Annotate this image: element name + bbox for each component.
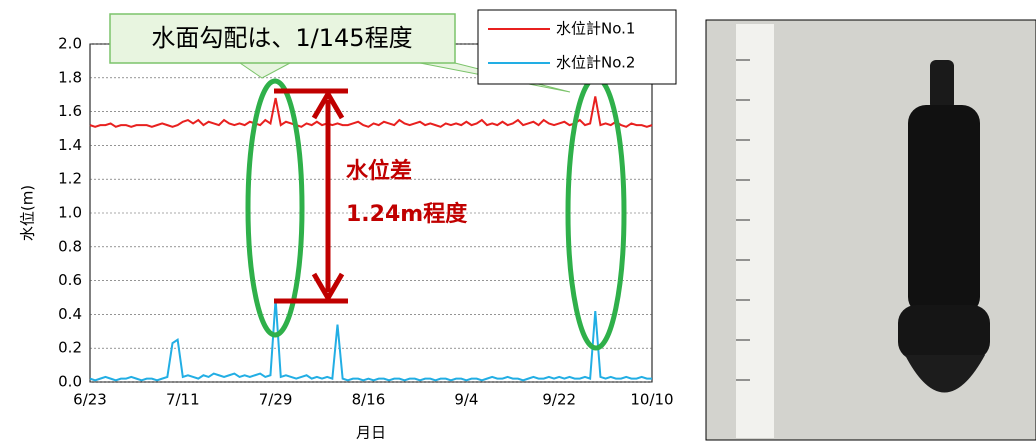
y-tick-label: 1.0 bbox=[58, 204, 82, 222]
series-line bbox=[90, 299, 652, 380]
y-tick-label: 1.6 bbox=[58, 102, 82, 120]
annotation: 水面勾配は、1/145程度 bbox=[151, 24, 412, 52]
y-tick-label: 0.8 bbox=[58, 237, 82, 255]
y-tick-label: 0.2 bbox=[58, 339, 82, 357]
y-tick-label: 0.6 bbox=[58, 271, 82, 289]
y-tick-label: 2.0 bbox=[58, 35, 82, 53]
y-tick-label: 1.4 bbox=[58, 136, 82, 154]
x-tick-label: 7/11 bbox=[166, 391, 200, 409]
x-tick-label: 9/22 bbox=[542, 391, 576, 409]
y-tick-label: 1.8 bbox=[58, 68, 82, 86]
legend-label: 水位計No.1 bbox=[556, 20, 635, 38]
y-tick-label: 0.4 bbox=[58, 305, 82, 323]
x-axis-label: 月日 bbox=[356, 424, 386, 442]
chart: 水位(m) 月日 水面勾配は、1/145程度 水位差 1.24m程度 0.0 0.… bbox=[0, 0, 1036, 443]
annotation: 1.24m程度 bbox=[346, 201, 468, 227]
annotation: 水位差 bbox=[346, 158, 412, 184]
y-tick-label: 1.2 bbox=[58, 170, 82, 188]
photo bbox=[706, 20, 1036, 440]
x-tick-label: 9/4 bbox=[454, 391, 478, 409]
y-tick-label: 0.0 bbox=[58, 373, 82, 391]
legend: 水位計No.1 水位計No.2 bbox=[478, 10, 676, 84]
x-tick-label: 6/23 bbox=[73, 391, 107, 409]
x-tick-label: 8/16 bbox=[352, 391, 386, 409]
y-axis-label: 水位(m) bbox=[19, 185, 37, 241]
legend-label: 水位計No.2 bbox=[556, 54, 635, 72]
x-tick-label: 7/29 bbox=[259, 391, 293, 409]
x-tick-label: 10/10 bbox=[630, 391, 673, 409]
